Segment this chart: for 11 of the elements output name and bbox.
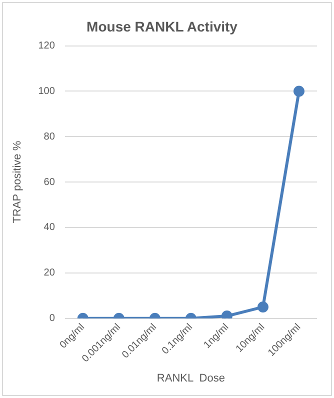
y-tick-label: 100 [38, 86, 56, 97]
x-axis-title: RANKL Dose [156, 372, 225, 384]
y-tick-label: 120 [38, 40, 56, 52]
y-tick-label: 60 [44, 176, 56, 188]
y-tick-label: 20 [44, 268, 56, 279]
y-tick-label: 80 [44, 131, 56, 142]
y-tick-label: 0 [49, 313, 56, 324]
point [293, 86, 304, 97]
y-axis-title: TRAP positive % [12, 140, 24, 224]
chart-title: Mouse RANKL Activity [86, 18, 238, 34]
y-tick-label: 40 [44, 222, 56, 234]
